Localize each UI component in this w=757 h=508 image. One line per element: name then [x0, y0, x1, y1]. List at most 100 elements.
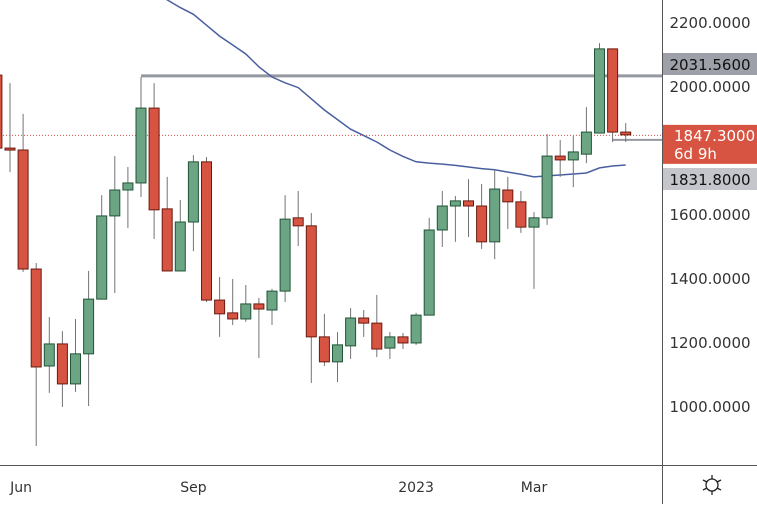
candle-24 [305, 213, 317, 383]
candle-47 [607, 48, 619, 142]
candle-body [449, 200, 461, 207]
candle-body [515, 201, 527, 228]
candle-28 [358, 310, 370, 337]
candle-body [436, 205, 448, 231]
candle-4 [43, 317, 55, 393]
candle-body [292, 217, 304, 227]
candle-3 [30, 262, 42, 446]
candle-body [83, 298, 95, 355]
candle-body [318, 336, 330, 363]
candle-body [56, 343, 68, 385]
candle-12 [148, 83, 160, 239]
level-label: 1831.8000 [669, 171, 750, 189]
countdown-label: 6d 9h [674, 145, 717, 163]
candle-body [109, 189, 121, 217]
candle-23 [292, 190, 304, 246]
x-tick-label: Mar [521, 480, 548, 496]
candle-13 [161, 176, 173, 272]
candle-19 [240, 285, 252, 322]
candle-body [358, 317, 370, 324]
y-tick-label: 1000.0000 [669, 398, 750, 416]
candle-body [594, 48, 605, 134]
candle-6 [70, 318, 81, 392]
candle-body [135, 107, 147, 184]
y-tick-label: 1200.0000 [669, 334, 750, 352]
x-tick-label: Sep [180, 480, 207, 496]
candle-body [410, 314, 422, 344]
candle-43 [554, 140, 566, 177]
candle-17 [214, 277, 226, 337]
candle-body [567, 151, 579, 161]
candle-11 [135, 77, 147, 198]
candle-body [227, 312, 239, 320]
candle-body [332, 344, 343, 363]
candle-36 [463, 179, 474, 238]
candle-body [240, 303, 252, 320]
candle-body [214, 299, 226, 315]
candle-31 [397, 333, 409, 350]
candle-25 [318, 313, 330, 366]
candle-46 [594, 43, 605, 134]
candle-5 [56, 331, 68, 407]
candle-body [279, 218, 291, 292]
last-price-label-bg [663, 124, 757, 164]
candle-37 [476, 183, 488, 249]
last-price-label: 1847.3000 [674, 127, 755, 145]
candle-body [96, 215, 108, 300]
candle-body [0, 74, 3, 149]
candle-22 [279, 195, 291, 302]
candle-21 [266, 288, 278, 326]
candle-body [580, 131, 592, 155]
x-tick-label: Jun [9, 480, 32, 496]
candle-body [620, 131, 632, 136]
candle-body [476, 205, 488, 243]
candle-7 [83, 270, 95, 406]
candle-body [4, 147, 16, 151]
candle-10 [122, 166, 134, 229]
candle-body [201, 161, 212, 301]
candle-body [541, 155, 553, 219]
candle-35 [449, 196, 461, 242]
candle-45 [580, 107, 592, 164]
candle-body [384, 336, 396, 349]
candle-38 [489, 170, 501, 260]
y-tick-label: 2200.0000 [669, 14, 750, 32]
candle-16 [201, 157, 212, 302]
gear-icon[interactable] [702, 475, 722, 495]
candle-body [345, 317, 357, 347]
candle-15 [187, 155, 199, 252]
candle-body [148, 107, 160, 211]
candle-34 [436, 190, 448, 247]
candle-0 [0, 74, 3, 149]
candle-body [305, 225, 317, 338]
y-tick-label: 1400.0000 [669, 270, 750, 288]
candle-body [70, 353, 81, 385]
candle-body [397, 336, 409, 344]
candle-18 [227, 278, 239, 326]
level-label-bg [663, 168, 757, 190]
moving-average-line [166, 0, 626, 178]
candle-body [266, 290, 278, 311]
candle-48 [620, 123, 632, 142]
candle-41 [528, 212, 540, 289]
candle-body [30, 268, 42, 368]
candle-32 [410, 312, 422, 345]
candle-body [253, 303, 265, 310]
candle-9 [109, 156, 121, 294]
candle-44 [567, 135, 579, 188]
time-axis[interactable]: Jun Sep 2023 Mar [9, 480, 547, 496]
candle-body [423, 229, 435, 316]
y-tick-label: 2000.0000 [669, 78, 750, 96]
candle-27 [345, 308, 357, 359]
candle-39 [502, 176, 514, 230]
candle-1 [4, 83, 16, 173]
price-axis[interactable]: 2200.0000 2000.0000 1600.0000 1400.0000 1200… [669, 14, 750, 416]
candle-20 [253, 297, 265, 358]
y-tick-label: 1600.0000 [669, 206, 750, 224]
candle-2 [17, 113, 29, 272]
candle-40 [515, 190, 527, 233]
plot-area[interactable] [0, 0, 662, 446]
level-label-bg [663, 53, 757, 75]
